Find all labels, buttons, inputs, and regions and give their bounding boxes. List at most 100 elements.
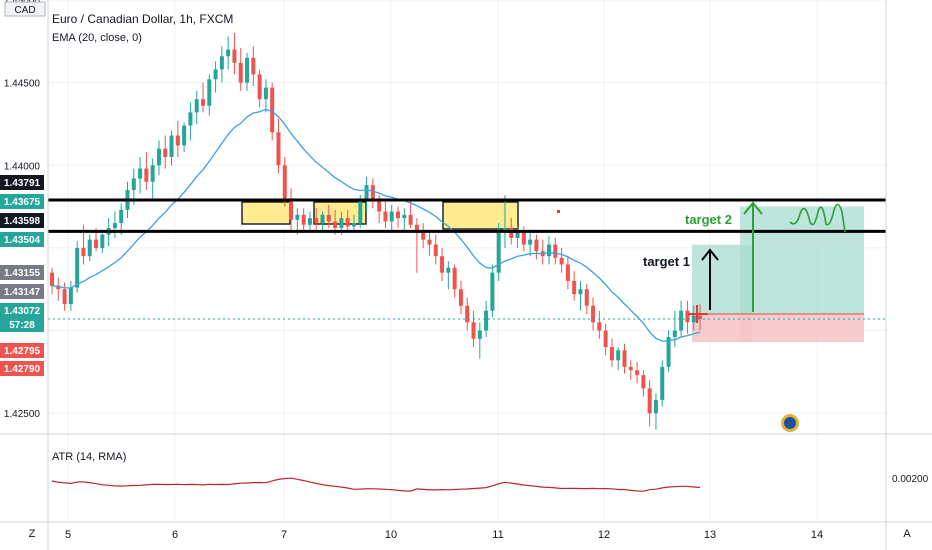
candle-body — [163, 148, 168, 158]
price-badges: 1.43791 1.43675 1.43598 1.43504 1.43155 1.431… — [0, 175, 44, 376]
candle-body — [232, 49, 237, 63]
currency-badge-box[interactable] — [4, 1, 46, 17]
candle-body — [685, 310, 690, 323]
candle-body — [477, 330, 482, 339]
candle-body — [182, 125, 187, 146]
candle-body — [276, 132, 281, 166]
candle-body — [251, 57, 256, 75]
candle-body — [295, 214, 300, 220]
red-dot-marker — [557, 210, 560, 213]
candle-body — [672, 330, 677, 338]
candle-body — [641, 375, 646, 389]
candle-body — [484, 310, 489, 331]
ema-indicator-label[interactable]: EMA (20, close, 0) — [52, 32, 142, 44]
atr-polyline — [51, 477, 701, 492]
candle-body — [213, 69, 218, 80]
candle-body — [75, 247, 80, 288]
ema-line — [51, 108, 701, 342]
price-badge: 1.43504 — [0, 232, 44, 247]
consolidation-zone — [241, 201, 291, 225]
candle-body — [427, 239, 432, 245]
price-badge-bg — [0, 194, 44, 209]
candle-body — [307, 218, 312, 225]
candle-body — [609, 347, 614, 361]
price-badge-text: 1.43155 — [4, 268, 41, 279]
candle-body — [414, 224, 419, 232]
price-badge-text: 1.43504 — [4, 235, 41, 246]
candle-body — [666, 337, 671, 367]
candle-body — [490, 272, 495, 311]
consolidation-zone — [442, 201, 519, 230]
candle-body — [616, 350, 621, 361]
candle-body — [383, 211, 388, 222]
price-badge: 1.42795 — [0, 343, 44, 358]
candle-body — [326, 214, 331, 222]
candle-body — [408, 214, 413, 225]
candle-body — [502, 228, 507, 232]
candle-body — [87, 239, 92, 257]
candle-body — [679, 310, 684, 331]
candle-body — [370, 185, 375, 202]
price-badge-text: 1.42795 — [4, 346, 41, 357]
candle-body — [433, 244, 438, 257]
candle-body — [509, 228, 514, 238]
x-tick-label: 11 — [492, 529, 503, 541]
candle-body — [358, 201, 363, 224]
candle-body — [270, 87, 275, 133]
price-badge: 1.43072 — [0, 303, 44, 318]
atr-indicator-label[interactable]: ATR (14, RMA) — [52, 451, 126, 463]
candle-body — [389, 211, 394, 222]
price-badge-bg — [0, 265, 44, 280]
candle-body — [333, 221, 338, 229]
candle-body — [698, 315, 702, 319]
target-1-label: target 1 — [643, 254, 690, 269]
x-tick-label: 10 — [385, 529, 397, 541]
candle-body — [572, 280, 577, 295]
candle-body — [496, 231, 501, 273]
candle-body — [628, 366, 633, 371]
candle-body — [50, 272, 54, 286]
candle-body — [56, 285, 61, 290]
annotations — [557, 201, 846, 432]
candle-body — [515, 231, 520, 238]
candle-body — [219, 56, 224, 70]
candle-body — [591, 305, 596, 323]
horizontal-levels — [48, 198, 886, 320]
zoom-button[interactable]: Z — [29, 528, 36, 540]
candle-body — [238, 62, 243, 83]
candle-body — [421, 231, 426, 240]
candlestick-series — [50, 33, 702, 430]
candle-body — [465, 305, 470, 323]
candle-body — [314, 218, 319, 224]
atr-line — [51, 477, 701, 492]
candle-body — [402, 214, 407, 219]
price-badge-text: 57:28 — [9, 320, 35, 331]
candle-body — [144, 168, 149, 182]
candle-body — [534, 239, 539, 252]
candle-body — [446, 267, 451, 273]
candle-body — [351, 223, 356, 227]
candle-body — [150, 165, 155, 182]
candle-body — [521, 231, 526, 245]
price-badge-text: 1.43072 — [4, 306, 41, 317]
price-badge-bg — [0, 317, 44, 332]
candle-body — [188, 112, 193, 126]
price-badge-bg — [0, 175, 44, 190]
candle-body — [245, 57, 250, 83]
price-badge-text: 1.43598 — [4, 216, 41, 227]
loss-zone-2 — [740, 314, 864, 343]
candle-body — [653, 399, 658, 414]
candle-body — [320, 214, 325, 224]
ema-polyline — [51, 108, 701, 342]
candle-body — [547, 244, 552, 257]
candle-body — [339, 218, 344, 229]
price-badge: 1.43147 — [0, 284, 44, 299]
candle-body — [458, 289, 463, 306]
candle-body — [200, 99, 205, 106]
currency-badge[interactable]: CAD — [14, 5, 35, 16]
x-tick-label: 7 — [281, 529, 287, 541]
candle-body — [622, 350, 627, 367]
auto-scale-button[interactable]: A — [903, 528, 911, 540]
price-badge-text: 1.43147 — [4, 287, 41, 298]
